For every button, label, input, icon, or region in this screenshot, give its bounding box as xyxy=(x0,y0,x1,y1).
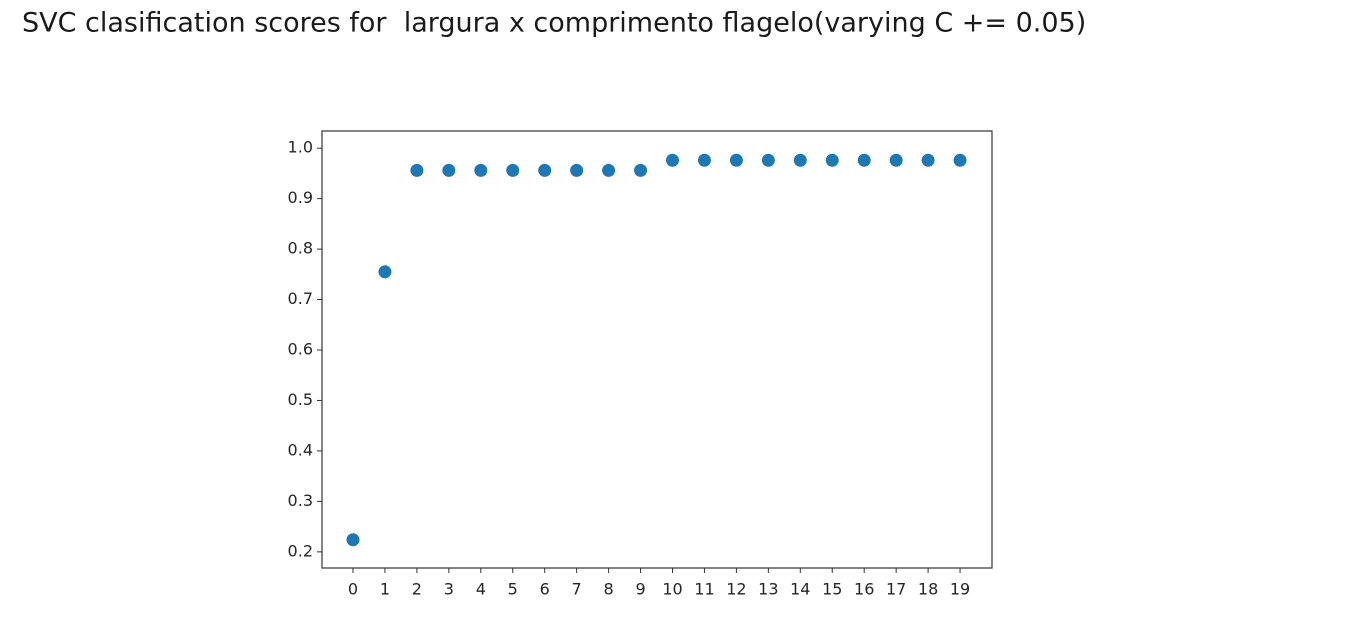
chart-title: SVC clasification scores for largura x c… xyxy=(22,8,1086,39)
x-tick-label: 1 xyxy=(380,580,390,599)
point xyxy=(889,153,903,167)
x-tick-label: 5 xyxy=(508,580,518,599)
y-tick-label: 0.8 xyxy=(288,239,313,258)
x-tick-label: 11 xyxy=(694,580,714,599)
y-tick-label: 0.2 xyxy=(288,541,313,560)
point xyxy=(442,163,456,177)
point xyxy=(538,163,552,177)
x-tick-label: 16 xyxy=(854,580,874,599)
point xyxy=(825,153,839,167)
x-tick-label: 0 xyxy=(348,580,358,599)
point xyxy=(793,153,807,167)
point xyxy=(602,163,616,177)
point xyxy=(506,163,520,177)
y-tick-label: 1.0 xyxy=(288,138,313,157)
plot-frame xyxy=(321,130,993,569)
point xyxy=(953,153,967,167)
x-tick-label: 8 xyxy=(604,580,614,599)
x-tick-label: 13 xyxy=(758,580,778,599)
point xyxy=(697,153,711,167)
x-tick-label: 10 xyxy=(662,580,682,599)
y-tick-label: 0.4 xyxy=(288,440,313,459)
y-tick-label: 0.9 xyxy=(288,188,313,207)
point xyxy=(761,153,775,167)
point xyxy=(346,533,360,547)
point xyxy=(474,163,488,177)
point xyxy=(634,163,648,177)
y-tick-label: 0.6 xyxy=(288,340,313,359)
point xyxy=(857,153,871,167)
y-tick-label: 0.3 xyxy=(288,491,313,510)
x-tick-label: 15 xyxy=(822,580,842,599)
x-tick-label: 14 xyxy=(790,580,810,599)
point xyxy=(665,153,679,167)
x-tick-label: 19 xyxy=(950,580,970,599)
x-tick-label: 6 xyxy=(540,580,550,599)
x-tick-label: 2 xyxy=(412,580,422,599)
x-tick-label: 9 xyxy=(635,580,645,599)
x-tick-label: 12 xyxy=(726,580,746,599)
x-tick-label: 7 xyxy=(572,580,582,599)
x-tick-label: 18 xyxy=(918,580,938,599)
y-tick-label: 0.5 xyxy=(288,390,313,409)
point xyxy=(378,265,392,279)
point xyxy=(729,153,743,167)
x-tick-label: 3 xyxy=(444,580,454,599)
point xyxy=(570,163,584,177)
x-tick-label: 17 xyxy=(886,580,906,599)
y-tick-label: 0.7 xyxy=(288,289,313,308)
point xyxy=(921,153,935,167)
x-tick-label: 4 xyxy=(476,580,486,599)
point xyxy=(410,163,424,177)
